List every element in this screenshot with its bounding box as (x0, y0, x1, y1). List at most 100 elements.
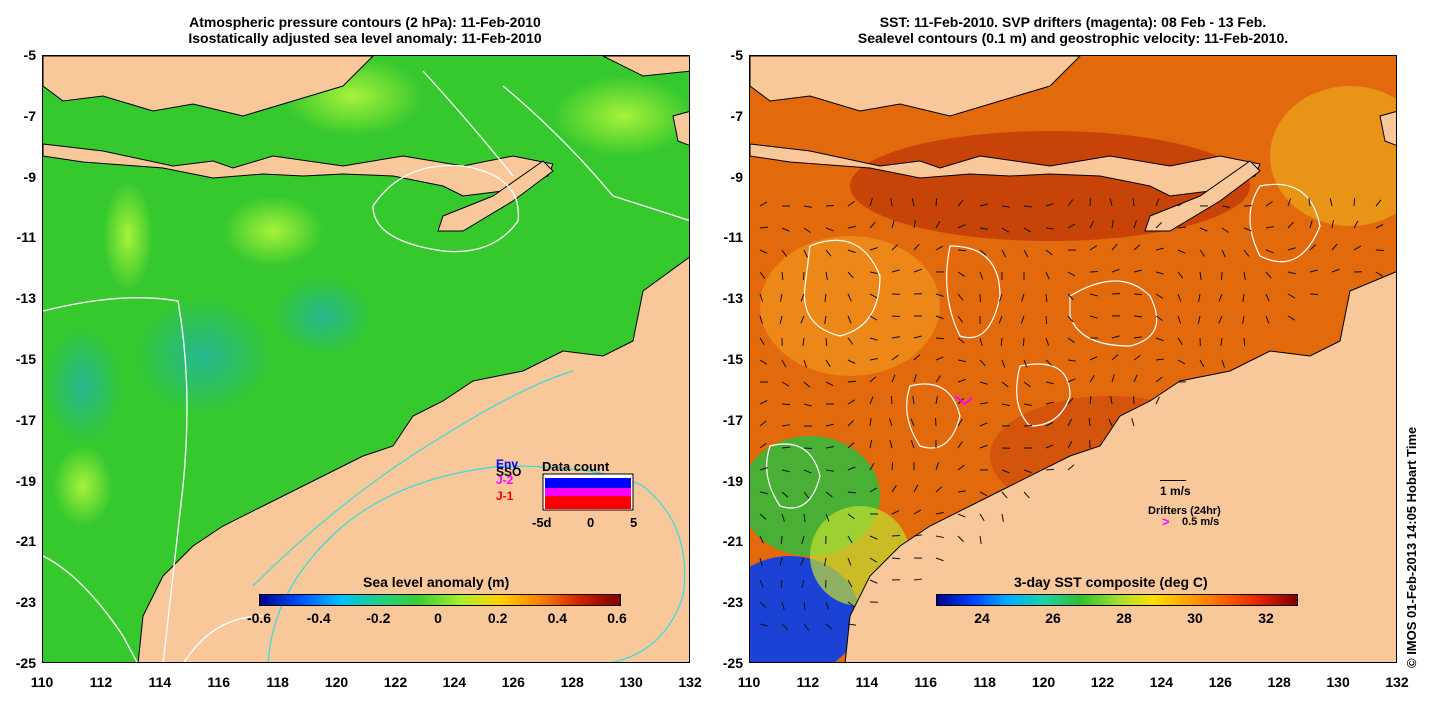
velocity-vector (1020, 315, 1025, 324)
velocity-vector (847, 491, 857, 494)
anomaly-high-patch (103, 181, 153, 291)
velocity-vector (759, 513, 767, 520)
velocity-vector (781, 491, 789, 498)
velocity-scale-arrow (1160, 480, 1186, 481)
velocity-vector (1045, 381, 1054, 385)
left-longitude-tick: 124 (442, 674, 467, 690)
sst-map (749, 55, 1397, 663)
velocity-vector (869, 396, 874, 405)
left-latitude-tick: -5 (23, 47, 36, 63)
right-colorbar-tick: 28 (1116, 610, 1132, 626)
velocity-vector (1353, 245, 1362, 251)
left-longitude-tick: 126 (501, 674, 525, 690)
right-latitude-tick: -17 (722, 411, 743, 428)
velocity-vector (847, 442, 855, 449)
right-longitude-tick: 122 (1090, 674, 1115, 690)
anomaly-high-patch (553, 76, 689, 156)
velocity-vector (1089, 245, 1098, 251)
velocity-vector (847, 225, 856, 229)
cool-patch (760, 236, 940, 376)
velocity-vector (1001, 249, 1007, 258)
velocity-vector (935, 557, 944, 562)
velocity-vector (1023, 403, 1032, 406)
velocity-vector (803, 359, 807, 368)
left-latitude-tick: -9 (23, 168, 36, 185)
velocity-vector (1023, 227, 1032, 233)
velocity-vector (781, 469, 790, 473)
velocity-vector (825, 446, 834, 449)
velocity-vector (1067, 397, 1074, 405)
left-latitude-tick: -19 (15, 472, 36, 489)
left-longitude-tick: 110 (30, 674, 54, 690)
velocity-vector (891, 220, 895, 229)
velocity-vector (1265, 271, 1272, 279)
velocity-vector (1243, 271, 1246, 280)
warm-patch (850, 131, 1250, 241)
anomaly-low-patch (133, 296, 273, 416)
velocity-vector (825, 601, 830, 610)
bathymetry-contour (267, 465, 686, 662)
velocity-vector (913, 578, 923, 581)
sealevel-contour (1069, 280, 1158, 347)
velocity-vector (803, 469, 812, 474)
velocity-vector (847, 601, 855, 608)
drifters-speed-label: 0.5 m/s (1182, 516, 1220, 528)
velocity-vector (1001, 205, 1010, 208)
velocity-vector (1045, 337, 1050, 346)
velocity-vector (1089, 315, 1098, 319)
velocity-vector (935, 396, 938, 405)
velocity-vector (759, 623, 768, 627)
bathymetry-contour (252, 370, 574, 587)
left-title-line2: Isostatically adjusted sea level anomaly… (188, 30, 542, 46)
left-colorbar (259, 594, 621, 606)
velocity-vector (1110, 396, 1113, 405)
velocity-vector (935, 462, 940, 471)
velocity-vector (1067, 378, 1076, 383)
sealevel-contour (766, 443, 821, 509)
velocity-vector (1243, 249, 1250, 257)
velocity-vector (957, 464, 965, 471)
velocity-vector (1177, 271, 1184, 279)
velocity-vector (1133, 374, 1138, 383)
right-colorbar-tick: 30 (1187, 610, 1203, 626)
velocity-vector (847, 380, 857, 383)
velocity-vector (800, 315, 805, 324)
velocity-vector (781, 446, 791, 449)
right-longitude-tick: 118 (973, 674, 996, 690)
velocity-vector (803, 403, 812, 407)
right-colorbar (936, 594, 1298, 606)
sealevel-contour (906, 383, 961, 449)
velocity-vector (1287, 315, 1296, 321)
northern-islands (672, 111, 689, 146)
velocity-vector (1287, 247, 1296, 251)
velocity-vector (891, 509, 900, 515)
velocity-vector (1023, 205, 1033, 208)
velocity-vector (1287, 271, 1296, 275)
velocity-vector (781, 623, 789, 630)
velocity-vector (825, 513, 830, 522)
velocity-vector (847, 359, 856, 364)
velocity-vector (957, 535, 964, 543)
velocity-vector (780, 535, 783, 545)
velocity-vector (979, 535, 982, 544)
velocity-vector (825, 249, 832, 257)
velocity-vector (1199, 359, 1205, 368)
velocity-vector (847, 535, 853, 544)
velocity-vector (957, 359, 966, 363)
velocity-vector (1067, 418, 1073, 427)
velocity-vector (1022, 337, 1025, 347)
pressure-contour (43, 297, 188, 662)
velocity-vector (913, 335, 922, 339)
velocity-vector (1329, 198, 1333, 207)
left-colorbar-tick: -0.2 (366, 610, 391, 626)
velocity-vector (1133, 244, 1141, 251)
timor-island (437, 160, 554, 232)
velocity-vector (913, 220, 917, 229)
velocity-vector (869, 221, 876, 229)
right-title-line1: SST: 11-Feb-2010. SVP drifters (magenta)… (879, 14, 1267, 30)
velocity-vector (847, 399, 856, 405)
velocity-vector (890, 395, 893, 405)
velocity-vector (1111, 268, 1120, 273)
velocity-vector (1221, 205, 1230, 208)
velocity-vector (1001, 227, 1010, 233)
